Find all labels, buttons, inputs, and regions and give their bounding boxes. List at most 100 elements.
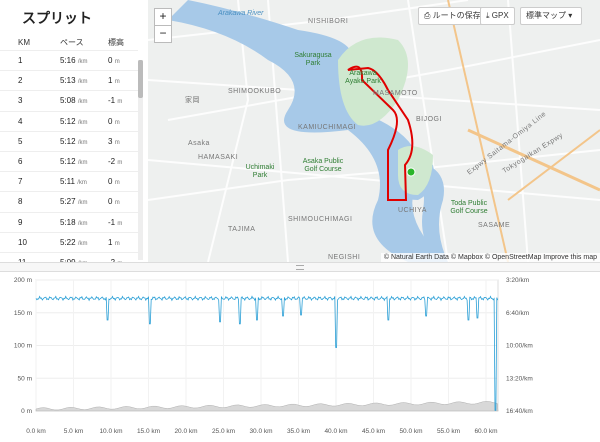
chevron-down-icon: ▾ xyxy=(568,11,573,20)
split-elevation-value: -2 xyxy=(108,258,115,262)
pace-unit: /km xyxy=(77,220,88,227)
split-elevation-value: 0 xyxy=(108,197,113,207)
split-elevation: 3 m xyxy=(107,130,138,152)
save-route-label: ルートの保存 xyxy=(432,11,481,20)
scrollbar-thumb[interactable] xyxy=(138,60,143,98)
place-asaka: Asaka xyxy=(188,140,210,147)
x-tick-label: 30.0 km xyxy=(249,428,272,435)
header-km: KM xyxy=(18,37,30,47)
pace-unit: /km xyxy=(77,160,88,167)
route-map[interactable]: + − ⎙ ルートの保存 ⤓ GPX 標準マップ ▾ Arakawa River… xyxy=(148,0,600,262)
split-pace-value: 5:13 xyxy=(60,76,76,86)
split-elevation-value: 3 xyxy=(108,136,113,146)
y2-tick-label: 3:20/km xyxy=(506,277,529,284)
panel-resize-handle[interactable] xyxy=(0,262,600,272)
place-arakawa-ayako-park: Arakawa Ayako Park xyxy=(345,70,381,85)
map-canvas xyxy=(148,0,600,262)
save-icon: ⎙ xyxy=(424,11,433,20)
split-pace: 5:22 /km xyxy=(59,231,107,253)
split-km: 11 xyxy=(0,251,59,262)
split-pace: 5:16 /km xyxy=(59,49,107,71)
place-bijogi: BIJOGI xyxy=(416,116,442,123)
elevation-unit: m xyxy=(114,240,120,247)
split-row: 10 5:22 /km 1 m xyxy=(0,231,138,253)
split-row: 2 5:13 /km 1 m xyxy=(0,70,138,91)
splits-table: KM ペース 標高 1 5:16 /km 0 m 2 5:13 /km 1 m 3 5:08 … xyxy=(0,34,138,262)
map-style-label: 標準マップ xyxy=(526,11,566,20)
split-pace: 5:27 /km xyxy=(59,191,107,212)
x-tick-label: 15.0 km xyxy=(137,428,160,435)
place-hamasaki: HAMASAKI xyxy=(198,154,239,161)
split-km: 3 xyxy=(0,90,59,112)
map-style-dropdown[interactable]: 標準マップ ▾ xyxy=(520,7,582,25)
split-km: 9 xyxy=(0,211,59,233)
pace-unit: /km xyxy=(77,200,88,207)
y2-tick-label: 6:40/km xyxy=(506,310,529,317)
split-row: 4 5:12 /km 0 m xyxy=(0,110,138,132)
split-elevation: -1 m xyxy=(107,211,138,233)
splits-header-row: KM ペース 標高 xyxy=(0,34,138,51)
elevation-unit: m xyxy=(117,220,123,227)
elevation-unit: m xyxy=(117,99,123,106)
split-pace: 5:12 /km xyxy=(59,130,107,152)
y-tick-label: 0 m xyxy=(21,408,32,415)
x-tick-label: 45.0 km xyxy=(362,428,385,435)
split-pace: 5:08 /km xyxy=(59,90,107,112)
split-pace-value: 5:16 xyxy=(60,56,76,66)
gpx-label: GPX xyxy=(491,11,509,20)
place-kamiuchimagi: KAMIUCHIMAGI xyxy=(298,124,357,131)
elevation-unit: m xyxy=(117,261,122,262)
place-arakawa-river: Arakawa River xyxy=(218,10,264,17)
y-tick-label: 100 m xyxy=(14,343,32,350)
pace-unit: /km xyxy=(77,59,88,66)
elevation-unit: m xyxy=(114,139,120,146)
pace-elevation-chart[interactable]: 200 m 3:20/km 150 m 6:40/km 100 m 10:00/km 50 … xyxy=(0,271,600,442)
split-km: 6 xyxy=(0,150,59,172)
place-toda-golf-course: Toda Public Golf Course xyxy=(450,200,488,215)
elevation-unit: m xyxy=(114,200,120,207)
split-pace: 5:13 /km xyxy=(59,70,107,91)
place-negishi: NEGISHI xyxy=(328,254,361,261)
split-elevation: -2 m xyxy=(107,251,138,262)
split-pace: 5:18 /km xyxy=(59,211,107,233)
elevation-unit: m xyxy=(114,180,120,187)
splits-scrollbar[interactable] xyxy=(138,60,143,260)
zoom-in-button[interactable]: + xyxy=(154,8,172,26)
x-tick-label: 55.0 km xyxy=(437,428,460,435)
x-tick-label: 60.0 km xyxy=(474,428,497,435)
split-pace-value: 5:12 xyxy=(60,116,76,126)
place-nishibori: NISHIBORI xyxy=(308,18,349,25)
split-elevation-value: -2 xyxy=(108,157,116,167)
split-elevation-value: 0 xyxy=(108,116,113,126)
x-tick-label: 35.0 km xyxy=(287,428,310,435)
place-shimouchimagi: SHIMOUCHIMAGI xyxy=(288,216,353,223)
gpx-button[interactable]: ⤓ GPX xyxy=(480,7,515,25)
split-row: 3 5:08 /km -1 m xyxy=(0,90,138,112)
save-route-button[interactable]: ⎙ ルートの保存 xyxy=(418,7,487,25)
x-tick-label: 0.0 km xyxy=(26,428,46,435)
place-sasame: SASAME xyxy=(478,222,511,229)
split-pace: 5:09 /km xyxy=(59,251,107,262)
split-pace: 5:12 /km xyxy=(59,110,107,132)
x-tick-label: 5.0 km xyxy=(64,428,84,435)
place-tajima: TAJIMA xyxy=(228,226,256,233)
place-uchiya: UCHIYA xyxy=(398,207,427,214)
split-elevation-value: 1 xyxy=(108,76,113,86)
split-pace-value: 5:12 xyxy=(60,136,76,146)
split-row: 9 5:18 /km -1 m xyxy=(0,211,138,233)
split-pace-value: 5:12 xyxy=(60,157,76,167)
split-pace-value: 5:09 xyxy=(60,258,76,262)
x-tick-label: 20.0 km xyxy=(174,428,197,435)
zoom-out-button[interactable]: − xyxy=(154,25,172,43)
split-elevation: -2 m xyxy=(107,150,138,172)
splits-panel: スプリット KM ペース 標高 1 5:16 /km 0 m 2 5:13 /km 1 m… xyxy=(0,0,149,262)
place-asaka-golf-course: Asaka Public Golf Course xyxy=(302,158,344,173)
split-km: 4 xyxy=(0,110,59,132)
split-pace: 5:12 /km xyxy=(59,150,107,172)
elevation-unit: m xyxy=(117,160,123,167)
pace-unit: /km xyxy=(77,79,88,86)
place-shimookubo: SHIMOOKUBO xyxy=(228,88,282,95)
split-pace-value: 5:11 xyxy=(60,177,75,187)
split-km: 1 xyxy=(0,49,59,71)
map-attribution[interactable]: © Natural Earth Data © Mapbox © OpenStre… xyxy=(380,253,600,262)
